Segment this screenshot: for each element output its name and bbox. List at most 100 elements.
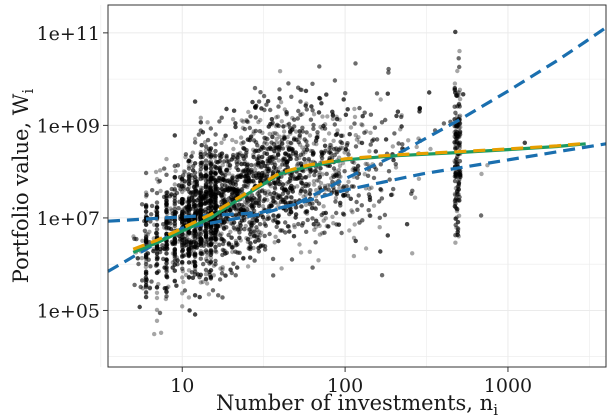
scatter-point — [377, 225, 382, 230]
scatter-point — [203, 189, 209, 194]
scatter-point — [181, 186, 186, 191]
scatter-point — [181, 279, 186, 285]
scatter-point — [241, 168, 246, 173]
scatter-point — [310, 152, 316, 157]
scatter-point — [262, 135, 267, 141]
scatter-point — [186, 229, 192, 235]
scatter-point — [454, 124, 459, 129]
scatter-point — [173, 168, 178, 174]
scatter-point — [162, 225, 167, 230]
scatter-point — [194, 183, 200, 188]
scatter-point — [205, 153, 210, 158]
scatter-point — [154, 205, 160, 211]
scatter-point — [219, 216, 224, 221]
scatter-point — [204, 226, 209, 231]
scatter-point — [186, 248, 192, 254]
scatter-point — [198, 120, 203, 125]
scatter-point — [269, 203, 274, 209]
scatter-point — [154, 205, 160, 210]
scatter-point — [220, 295, 225, 300]
scatter-point — [393, 162, 398, 167]
scatter-point — [457, 143, 462, 149]
scatter-point — [180, 180, 185, 186]
scatter-point — [280, 141, 285, 146]
scatter-point — [457, 104, 462, 109]
scatter-point — [303, 209, 309, 214]
scatter-point — [198, 238, 203, 243]
scatter-point — [224, 184, 230, 189]
scatter-point — [327, 142, 333, 148]
scatter-point — [269, 140, 274, 145]
scatter-point — [455, 198, 461, 203]
scatter-point — [200, 210, 206, 215]
scatter-point — [284, 162, 290, 167]
scatter-point — [143, 261, 149, 267]
scatter-point — [208, 170, 213, 175]
scatter-point — [399, 124, 404, 129]
scatter-point — [271, 165, 277, 170]
scatter-point — [157, 310, 163, 316]
scatter-point — [455, 131, 460, 136]
scatter-point — [208, 228, 214, 233]
scatter-point — [330, 112, 336, 117]
scatter-point — [457, 134, 462, 139]
scatter-point — [322, 122, 328, 127]
scatter-point — [455, 229, 460, 235]
scatter-point — [277, 140, 282, 145]
scatter-point — [208, 180, 214, 186]
scatter-point — [300, 145, 305, 150]
scatter-point — [211, 263, 217, 268]
scatter-point — [267, 158, 273, 164]
scatter-point — [143, 204, 149, 209]
scatter-point — [213, 171, 218, 176]
scatter-point — [263, 223, 268, 228]
scatter-point — [353, 61, 358, 66]
scatter-point — [186, 197, 192, 202]
scatter-point — [164, 225, 169, 230]
scatter-point — [340, 211, 346, 216]
scatter-point — [230, 249, 235, 255]
scatter-point — [479, 171, 484, 177]
scatter-point — [213, 206, 218, 211]
scatter-point — [341, 192, 346, 198]
scatter-point — [275, 122, 280, 128]
scatter-point — [198, 149, 203, 155]
scatter-point — [192, 199, 198, 205]
scatter-point — [197, 210, 203, 215]
scatter-point — [140, 278, 145, 283]
scatter-point — [269, 203, 274, 209]
scatter-point — [205, 137, 211, 143]
scatter-point — [180, 232, 185, 237]
scatter-point — [356, 135, 361, 140]
scatter-point — [264, 141, 270, 147]
scatter-point — [213, 240, 218, 245]
scatter-point — [303, 144, 309, 150]
scatter-point — [180, 304, 185, 309]
scatter-point — [179, 236, 184, 241]
scatter-point — [205, 137, 211, 143]
scatter-point — [277, 165, 283, 170]
scatter-point — [218, 186, 224, 191]
scatter-point — [330, 173, 336, 178]
scatter-point — [196, 242, 201, 248]
scatter-point — [186, 158, 192, 164]
scatter-point — [417, 105, 422, 111]
scatter-point — [310, 152, 316, 157]
scatter-point — [198, 155, 203, 160]
scatter-point — [186, 260, 192, 265]
scatter-point — [168, 206, 173, 211]
scatter-point — [183, 233, 188, 238]
scatter-point — [335, 128, 340, 133]
scatter-point — [241, 183, 247, 188]
scatter-point — [186, 181, 192, 186]
scatter-point — [216, 293, 221, 298]
scatter-point — [318, 165, 323, 171]
scatter-point — [238, 207, 244, 212]
scatter-point — [453, 171, 458, 176]
scatter-point — [272, 190, 277, 196]
scatter-point — [417, 109, 422, 114]
scatter-point — [164, 218, 169, 224]
scatter-point — [260, 160, 266, 165]
scatter-point — [203, 233, 209, 238]
scatter-point — [314, 141, 319, 147]
